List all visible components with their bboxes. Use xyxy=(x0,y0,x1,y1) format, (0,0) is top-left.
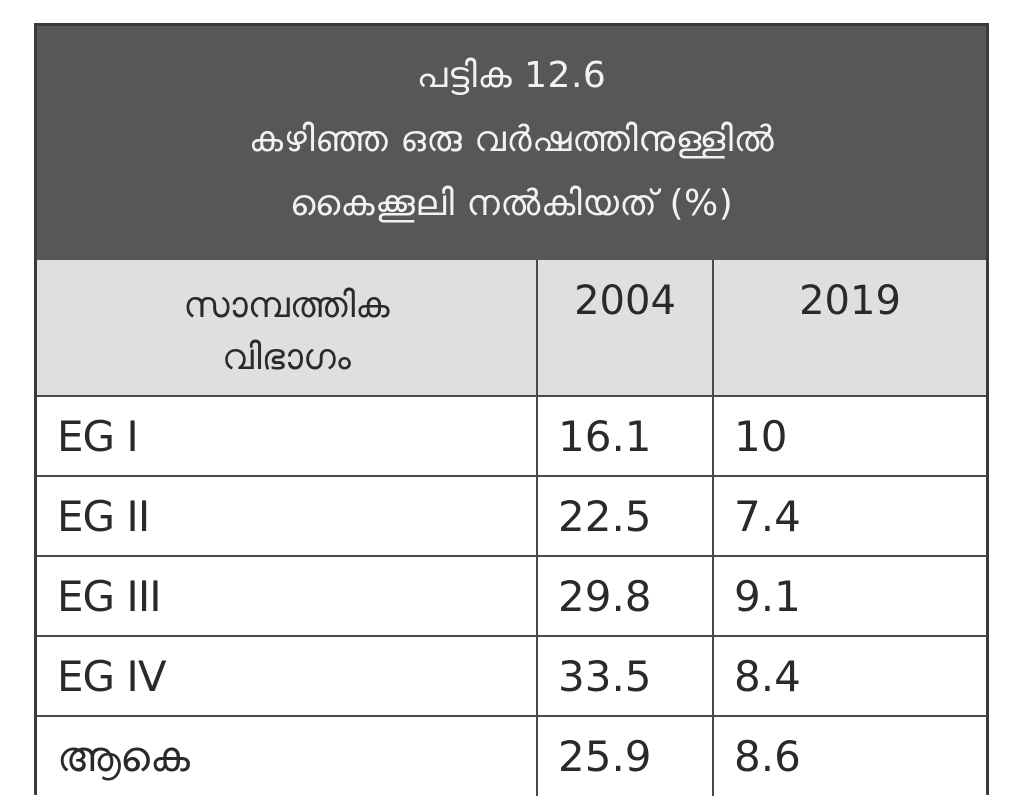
table-row: EG IV 33.5 8.4 xyxy=(37,635,986,717)
table-row: EG II 22.5 7.4 xyxy=(37,475,986,557)
value-2004: 16.1 xyxy=(536,395,714,477)
table-grid: സാമ്പത്തിക വിഭാഗം 2004 2019 EG I 16.1 10… xyxy=(37,260,986,796)
value-2019: 10 xyxy=(712,395,986,477)
table-row: EG I 16.1 10 xyxy=(37,395,986,477)
table-number: പട്ടിക 12.6 xyxy=(416,55,607,96)
value-2019: 8.6 xyxy=(712,715,986,796)
header-category-line-2: വിഭാഗം xyxy=(222,337,351,378)
value-2004: 29.8 xyxy=(536,555,714,637)
header-row: സാമ്പത്തിക വിഭാഗം 2004 2019 xyxy=(37,260,986,397)
table-row: EG III 29.8 9.1 xyxy=(37,555,986,637)
header-year-2004: 2004 xyxy=(536,260,714,397)
table-row-total: ആകെ 25.9 8.6 xyxy=(37,715,986,796)
value-2004: 25.9 xyxy=(536,715,714,796)
value-2019: 7.4 xyxy=(712,475,986,557)
value-2019: 8.4 xyxy=(712,635,986,717)
row-label: EG II xyxy=(37,475,538,557)
table-title-line-2: കൈക്കൂലി നൽകിയത് (%) xyxy=(289,183,734,224)
row-label: ആകെ xyxy=(37,715,538,796)
header-category-line-1: സാമ്പത്തിക xyxy=(183,285,390,326)
row-label: EG I xyxy=(37,395,538,477)
data-table: പട്ടിക 12.6 കഴിഞ്ഞ ഒരു വർഷത്തിനുള്ളിൽ കൈ… xyxy=(34,23,989,796)
value-2004: 22.5 xyxy=(536,475,714,557)
table-caption: പട്ടിക 12.6 കഴിഞ്ഞ ഒരു വർഷത്തിനുള്ളിൽ കൈ… xyxy=(37,26,986,260)
value-2004: 33.5 xyxy=(536,635,714,717)
header-category: സാമ്പത്തിക വിഭാഗം xyxy=(37,260,538,397)
value-2019: 9.1 xyxy=(712,555,986,637)
row-label: EG IV xyxy=(37,635,538,717)
header-year-2019: 2019 xyxy=(712,260,986,397)
table-title-line-1: കഴിഞ്ഞ ഒരു വർഷത്തിനുള്ളിൽ xyxy=(248,119,775,160)
row-label: EG III xyxy=(37,555,538,637)
